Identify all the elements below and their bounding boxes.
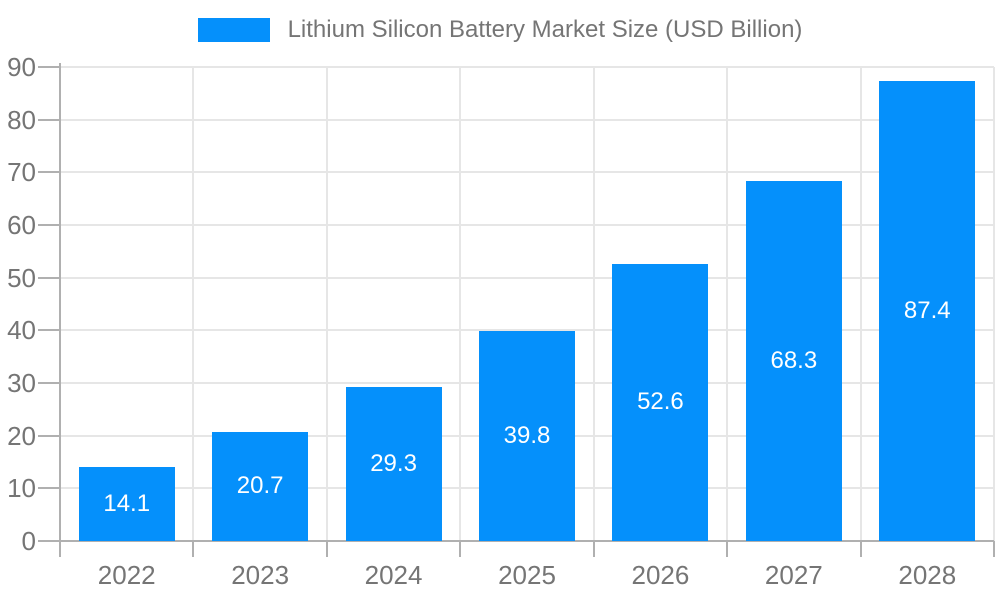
y-tick-label: 40 [7, 315, 36, 346]
legend-label: Lithium Silicon Battery Market Size (USD… [287, 16, 803, 43]
bar[interactable]: 87.4 [879, 80, 976, 541]
bar[interactable]: 20.7 [212, 431, 309, 541]
y-tick-label: 70 [7, 157, 36, 188]
y-tick [38, 329, 60, 332]
gridline-h [60, 118, 994, 121]
x-tick-label: 2023 [231, 560, 290, 590]
y-tick-label: 60 [7, 210, 36, 240]
y-tick [38, 487, 60, 490]
bar-value-label: 29.3 [370, 449, 417, 477]
gridline-h [60, 224, 994, 226]
x-tick [993, 541, 995, 557]
y-tick-label: 50 [7, 262, 36, 293]
x-tick [459, 541, 462, 557]
legend[interactable]: Lithium Silicon Battery Market Size (USD… [0, 14, 1000, 46]
x-tick-label: 2022 [97, 560, 156, 590]
y-tick [38, 118, 60, 121]
y-tick [38, 171, 60, 174]
x-tick [592, 541, 595, 557]
y-tick-label: 0 [21, 526, 36, 556]
x-tick-label: 2024 [364, 560, 423, 590]
x-tick [325, 541, 328, 557]
y-tick-label: 80 [7, 104, 36, 135]
gridline-h [60, 171, 994, 174]
y-tick [38, 540, 60, 542]
bar-value-label: 14.1 [103, 489, 151, 517]
y-tick-label: 90 [7, 52, 36, 82]
gridline-v [192, 67, 195, 541]
bar[interactable]: 29.3 [345, 386, 442, 541]
bar-value-label: 52.6 [637, 388, 684, 416]
bar-value-label: 87.4 [903, 296, 951, 324]
y-axis-line [59, 63, 61, 557]
gridline-h [60, 329, 994, 332]
x-tick [726, 541, 729, 557]
gridline-v [592, 67, 595, 541]
x-tick [192, 541, 195, 557]
gridline-v [859, 67, 862, 541]
gridline-v [993, 67, 995, 541]
y-tick [38, 382, 60, 384]
y-tick [38, 224, 60, 226]
y-tick [38, 434, 60, 437]
bar[interactable]: 52.6 [612, 263, 709, 541]
y-tick-label: 10 [7, 473, 36, 504]
x-tick-label: 2026 [631, 560, 690, 590]
gridline-v [459, 67, 462, 541]
x-axis-line [60, 540, 994, 542]
legend-swatch [197, 18, 270, 42]
gridline-v [726, 67, 729, 541]
bar[interactable]: 39.8 [479, 331, 575, 541]
y-tick-label: 20 [7, 420, 36, 451]
bar-value-label: 39.8 [503, 422, 551, 450]
gridline-h [60, 66, 994, 68]
bar[interactable]: 68.3 [745, 181, 842, 541]
bar[interactable]: 14.1 [78, 466, 175, 541]
bar-value-label: 20.7 [236, 472, 284, 500]
gridline-v [325, 67, 328, 541]
y-tick [38, 276, 60, 279]
bar-value-label: 68.3 [770, 347, 818, 375]
x-tick-label: 2028 [898, 560, 957, 590]
x-tick-label: 2027 [764, 560, 823, 590]
gridline-h [60, 276, 994, 279]
y-tick-label: 30 [7, 368, 36, 398]
x-tick [859, 541, 862, 557]
y-tick [38, 66, 60, 68]
x-tick-label: 2025 [498, 560, 556, 590]
